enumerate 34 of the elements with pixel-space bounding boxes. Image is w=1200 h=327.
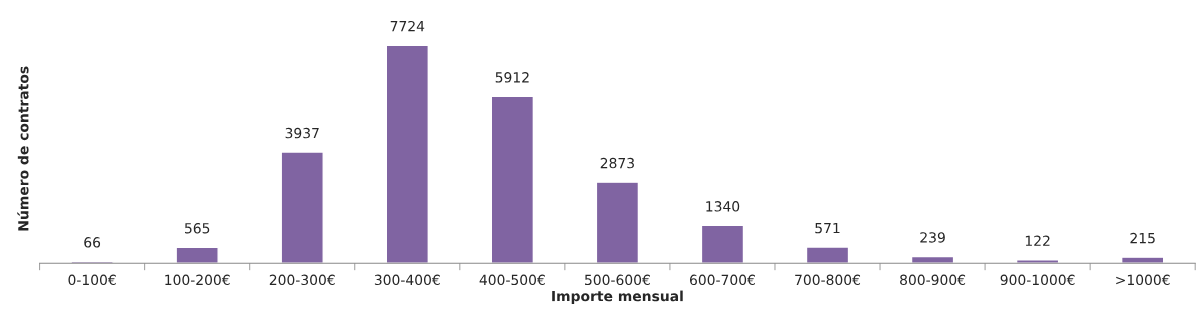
x-tick-label: 200-300€ [269, 274, 335, 286]
x-tick-label: 100-200€ [165, 274, 230, 286]
x-tick-label: >1000€ [1116, 274, 1170, 286]
x-axis-title: Importe mensual [552, 290, 683, 305]
data-label: 565 [185, 222, 210, 234]
data-label: 571 [815, 222, 840, 234]
data-label: 215 [1130, 232, 1155, 244]
data-label: 5912 [495, 72, 529, 83]
bar [1015, 259, 1060, 264]
x-tick-label: 400-500€ [479, 274, 545, 286]
data-label: 7724 [390, 20, 425, 32]
data-label: 2873 [600, 157, 634, 169]
data-label: 3937 [285, 127, 319, 139]
bar [910, 255, 955, 264]
bar [490, 95, 535, 264]
x-tick-label: 800-900€ [900, 274, 966, 286]
bar [805, 246, 850, 264]
bar [700, 224, 745, 264]
x-tick-label: 700-800€ [795, 274, 861, 286]
bar [595, 181, 640, 264]
data-label: 239 [920, 232, 945, 243]
x-tick-label: 300-400€ [374, 274, 440, 286]
bar [280, 151, 324, 264]
x-tick-label: 0-100€ [68, 274, 116, 286]
data-label: 122 [1025, 235, 1050, 246]
bar [175, 246, 219, 264]
data-label: 1340 [706, 201, 740, 212]
y-axis-title: Número de contratos [17, 66, 29, 231]
x-tick-label: 500-600€ [585, 274, 650, 286]
data-label: 66 [84, 237, 101, 248]
x-tick-label: 900-1000€ [1000, 274, 1075, 286]
x-tick-label: 600-700€ [689, 274, 755, 286]
bar [385, 44, 429, 264]
bar [1120, 256, 1165, 264]
